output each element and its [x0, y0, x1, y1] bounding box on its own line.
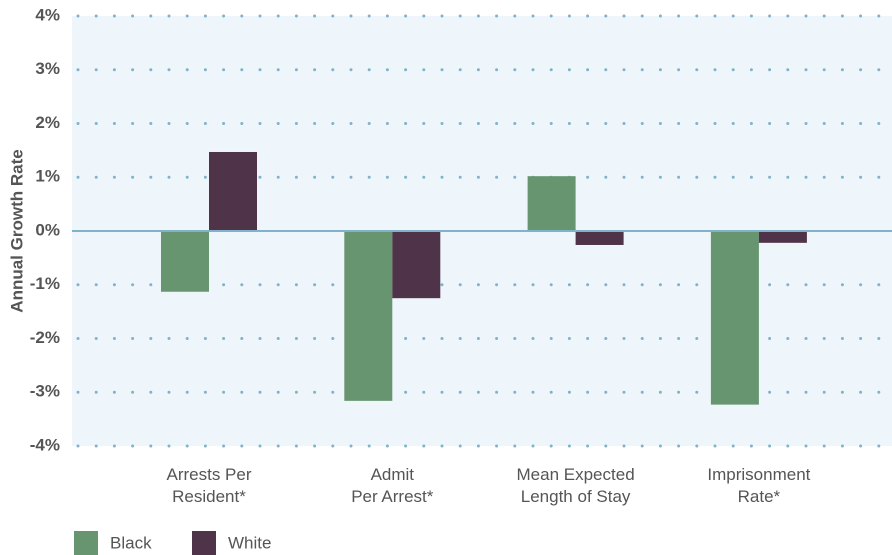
x-tick-label: Mean Expected Length of Stay: [516, 465, 635, 506]
bar: [392, 231, 441, 299]
bar: [209, 151, 257, 231]
y-tick-label: -2%: [30, 328, 60, 347]
x-tick-label: Arrests Per Resident*: [166, 465, 252, 506]
y-tick-label: 0%: [35, 220, 60, 239]
y-tick-label: 3%: [35, 59, 60, 78]
bar: [710, 231, 759, 405]
y-tick-label: -1%: [30, 274, 60, 293]
y-tick-label: -3%: [30, 382, 60, 401]
bar: [344, 231, 393, 401]
x-tick-label: Admit Per Arrest*: [351, 465, 434, 506]
y-tick-label: 1%: [35, 167, 60, 186]
bar: [161, 231, 209, 292]
legend-label: White: [228, 533, 271, 552]
x-tick-label: Imprisonment Rate*: [707, 465, 811, 506]
legend-swatch: [192, 531, 216, 555]
y-tick-label: 4%: [35, 5, 60, 24]
legend-swatch: [74, 531, 98, 555]
bar: [575, 231, 624, 245]
bar: [758, 231, 807, 243]
y-tick-label: 2%: [35, 113, 60, 132]
legend-label: Black: [110, 533, 152, 552]
y-axis-title: Annual Growth Rate: [7, 149, 26, 312]
y-tick-label: -4%: [30, 435, 60, 454]
bar: [527, 176, 576, 231]
